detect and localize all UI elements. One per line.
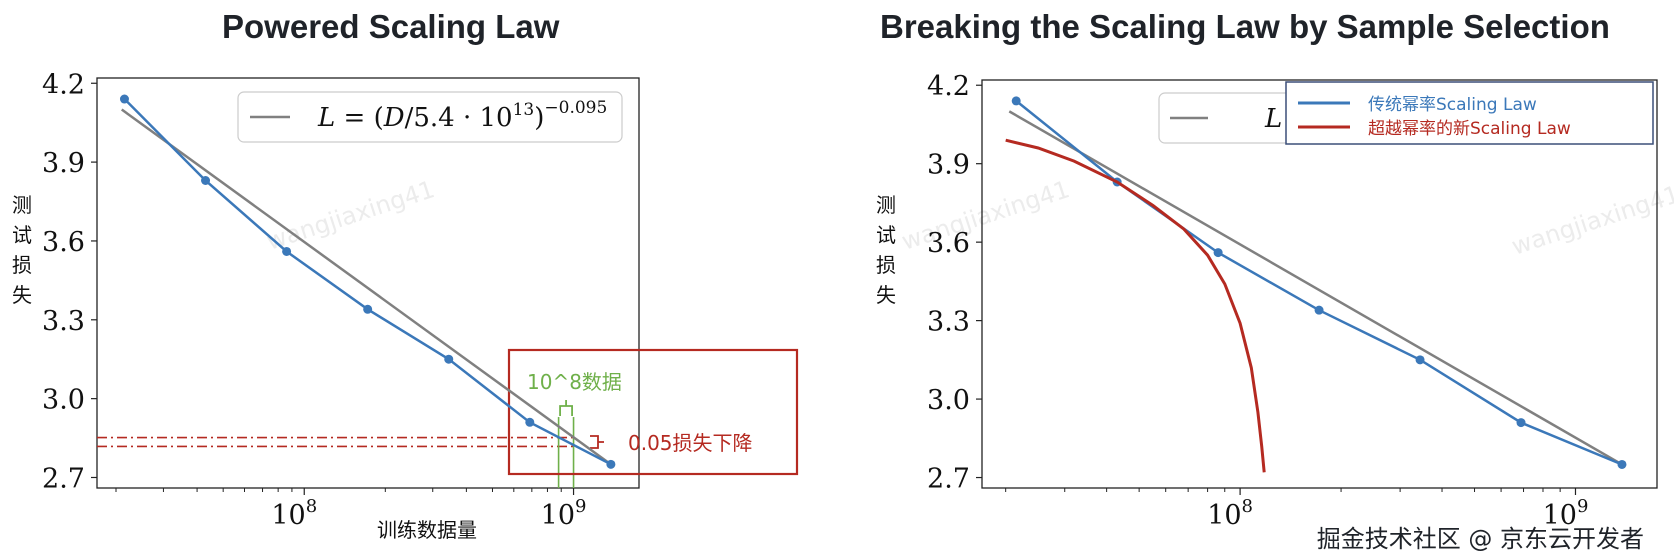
chart1-data-point bbox=[363, 304, 373, 314]
chart1-title: Powered Scaling Law bbox=[222, 8, 560, 45]
chart2-legend-label-blue: 传统幂率Scaling Law bbox=[1368, 95, 1537, 115]
chart1-data-point bbox=[119, 94, 129, 104]
chart2-ytick-label: 3.0 bbox=[927, 385, 970, 416]
chart1-fit-line bbox=[120, 108, 612, 466]
chart1-xtick-label: 108 bbox=[271, 496, 317, 531]
chart2: wangjiaxing41 wangjiaxing41 4.2 3.9 3.6 3.3… bbox=[876, 71, 1674, 531]
chart1-red-label: 0.05损失下降 bbox=[628, 431, 753, 455]
chart1-data-point bbox=[444, 354, 454, 364]
chart1-ylabel: 测试损失 bbox=[12, 193, 32, 307]
chart1-series-line-0 bbox=[123, 98, 612, 466]
chart1-ytick-label: 3.0 bbox=[42, 385, 85, 416]
chart1-xlabel: 训练数据量 bbox=[377, 518, 477, 542]
chart2-ytick-label: 3.3 bbox=[927, 307, 970, 338]
chart1-xtick-label: 109 bbox=[541, 496, 587, 531]
chart2-legend-covered: L bbox=[1264, 104, 1282, 134]
chart1-green-label: 10^8数据 bbox=[527, 370, 622, 394]
chart2-plot-frame bbox=[981, 79, 1658, 489]
chart2-data-point bbox=[1213, 248, 1223, 258]
chart1-watermark: wangjiaxing41 bbox=[263, 175, 438, 256]
chart2-xtick-label: 108 bbox=[1207, 496, 1253, 531]
chart2-data-point bbox=[1011, 96, 1021, 106]
chart1-ytick-label: 3.6 bbox=[42, 227, 85, 258]
chart2-ytick-label: 2.7 bbox=[927, 464, 970, 495]
chart2-ylabel: 测试损失 bbox=[876, 193, 896, 307]
chart1-ytick-label: 3.3 bbox=[42, 306, 85, 337]
footer-watermark: 掘金技术社区 @ 京东云开发者 bbox=[1316, 525, 1644, 553]
chart2-data-point bbox=[1314, 305, 1324, 315]
chart1-data-point bbox=[525, 417, 535, 427]
chart1-plot-frame bbox=[96, 77, 640, 489]
chart2-watermark-1: wangjiaxing41 bbox=[898, 175, 1073, 256]
chart1-ytick-label: 4.2 bbox=[42, 69, 85, 100]
chart2-legend-box bbox=[1285, 81, 1654, 145]
chart1-highlight-box bbox=[507, 348, 799, 476]
chart1-ytick-label: 2.7 bbox=[42, 463, 85, 494]
chart1-data-point bbox=[201, 176, 211, 185]
chart2-watermark-2: wangjiaxing41 bbox=[1508, 180, 1674, 261]
chart1-legend: L = (D/5.4 · 1013)−0.095 bbox=[237, 91, 623, 143]
chart2-data-point bbox=[1415, 355, 1425, 365]
chart1-red-bracket bbox=[590, 435, 604, 449]
chart2-legend: L 传统幂率Scaling Law 超越幂率的新Scaling Law bbox=[1158, 81, 1654, 145]
chart2-series-line-0 bbox=[1015, 99, 1623, 466]
chart2-legend-label-red: 超越幂率的新Scaling Law bbox=[1368, 119, 1571, 139]
chart2-ytick-label: 3.9 bbox=[927, 150, 970, 181]
chart2-fit-line bbox=[1008, 110, 1623, 466]
chart1-green-bracket bbox=[559, 400, 573, 416]
chart2-series-line-1 bbox=[1005, 138, 1266, 473]
chart1-legend-formula: L = (D/5.4 · 1013)−0.095 bbox=[317, 98, 607, 133]
chart2-title: Breaking the Scaling Law by Sample Selec… bbox=[880, 8, 1610, 45]
chart2-data-point bbox=[1516, 418, 1526, 428]
chart2-ytick-label: 3.6 bbox=[927, 228, 970, 259]
chart1-data-point bbox=[606, 459, 616, 469]
chart2-ytick-label: 4.2 bbox=[927, 71, 970, 102]
chart1: wangjiaxing41 4.23.93.63.33.02.7 108 109 … bbox=[12, 69, 799, 542]
chart1-data-point bbox=[282, 246, 292, 256]
chart1-ytick-label: 3.9 bbox=[42, 148, 85, 179]
chart2-xtick-label: 109 bbox=[1543, 496, 1589, 531]
chart2-data-point bbox=[1617, 459, 1627, 469]
